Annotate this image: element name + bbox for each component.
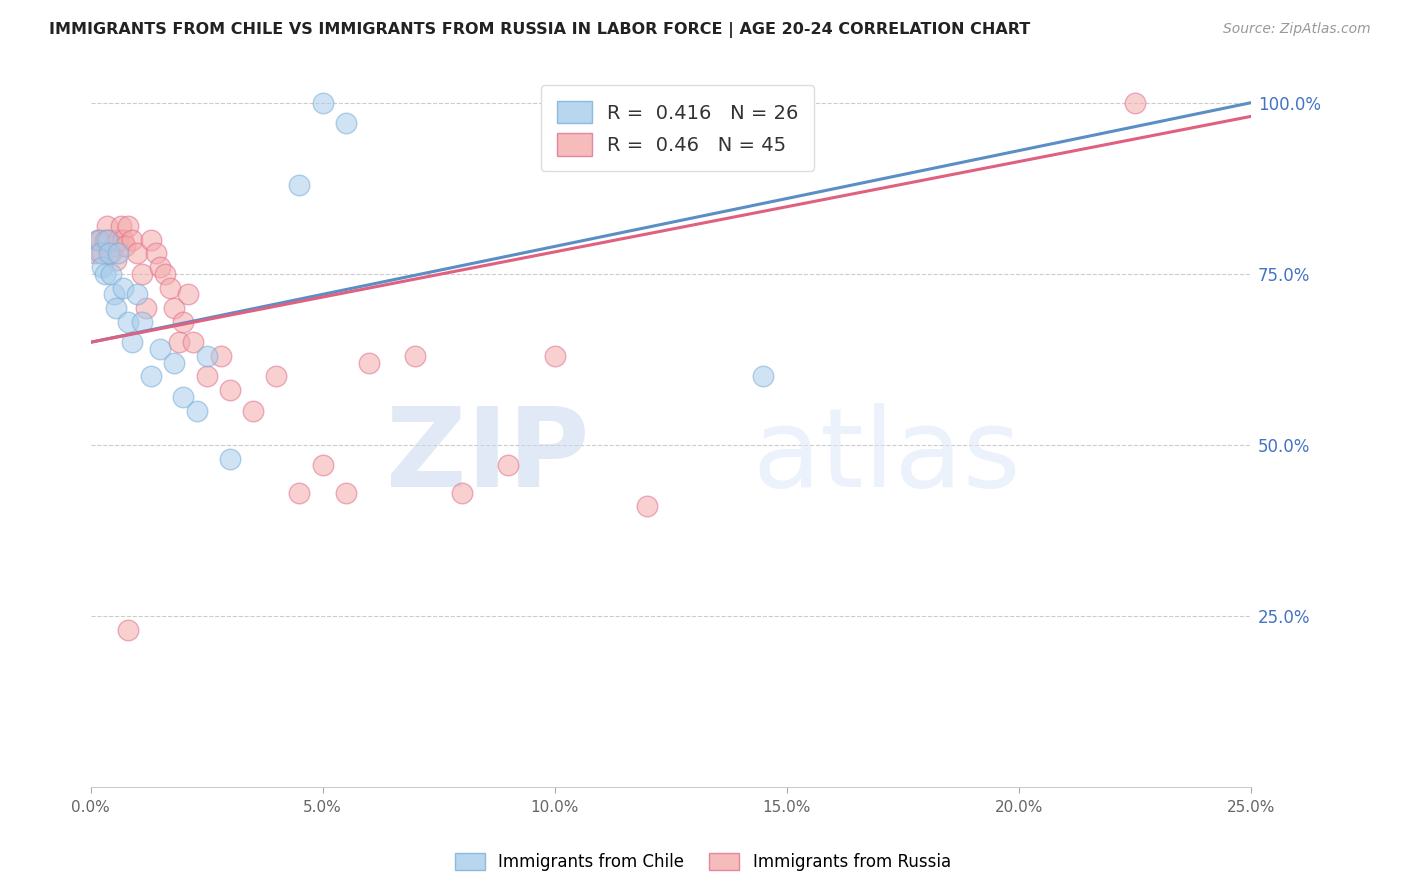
Point	[135, 301, 157, 315]
Point	[91, 260, 114, 274]
Point	[110, 219, 132, 233]
Point	[93, 233, 115, 247]
Point	[311, 458, 333, 473]
Point	[404, 349, 426, 363]
Point	[195, 349, 218, 363]
Point	[121, 233, 143, 247]
Point	[89, 246, 111, 260]
Point	[139, 233, 162, 247]
Legend: Immigrants from Chile, Immigrants from Russia: Immigrants from Chile, Immigrants from R…	[447, 845, 959, 880]
Point	[177, 287, 200, 301]
Point	[114, 239, 136, 253]
Point	[117, 623, 139, 637]
Point	[89, 233, 111, 247]
Point	[218, 451, 240, 466]
Point	[1123, 95, 1146, 110]
Point	[172, 315, 194, 329]
Point	[131, 315, 153, 329]
Point	[149, 342, 172, 356]
Point	[186, 403, 208, 417]
Point	[181, 335, 204, 350]
Point	[112, 280, 135, 294]
Point	[167, 335, 190, 350]
Point	[288, 485, 311, 500]
Point	[93, 267, 115, 281]
Point	[86, 233, 108, 247]
Point	[163, 356, 186, 370]
Legend: R =  0.416   N = 26, R =  0.46   N = 45: R = 0.416 N = 26, R = 0.46 N = 45	[541, 86, 814, 171]
Point	[195, 369, 218, 384]
Point	[159, 280, 181, 294]
Text: atlas: atlas	[752, 403, 1021, 510]
Point	[105, 301, 128, 315]
Point	[98, 246, 121, 260]
Point	[98, 233, 121, 247]
Point	[103, 287, 125, 301]
Point	[172, 390, 194, 404]
Text: ZIP: ZIP	[387, 403, 589, 510]
Point	[117, 315, 139, 329]
Point	[125, 246, 148, 260]
Point	[103, 239, 125, 253]
Point	[125, 287, 148, 301]
Point	[112, 233, 135, 247]
Point	[242, 403, 264, 417]
Point	[335, 116, 357, 130]
Point	[163, 301, 186, 315]
Point	[311, 95, 333, 110]
Point	[86, 233, 108, 247]
Point	[544, 349, 567, 363]
Point	[496, 458, 519, 473]
Point	[288, 178, 311, 192]
Point	[121, 335, 143, 350]
Point	[145, 246, 167, 260]
Point	[450, 485, 472, 500]
Text: Source: ZipAtlas.com: Source: ZipAtlas.com	[1223, 22, 1371, 37]
Point	[637, 500, 659, 514]
Point	[218, 383, 240, 397]
Point	[752, 369, 775, 384]
Point	[117, 219, 139, 233]
Point	[84, 246, 107, 260]
Point	[131, 267, 153, 281]
Point	[100, 246, 122, 260]
Text: IMMIGRANTS FROM CHILE VS IMMIGRANTS FROM RUSSIA IN LABOR FORCE | AGE 20-24 CORRE: IMMIGRANTS FROM CHILE VS IMMIGRANTS FROM…	[49, 22, 1031, 38]
Point	[264, 369, 287, 384]
Point	[96, 219, 118, 233]
Point	[107, 246, 129, 260]
Point	[100, 267, 122, 281]
Point	[153, 267, 176, 281]
Point	[107, 233, 129, 247]
Point	[357, 356, 380, 370]
Point	[91, 246, 114, 260]
Point	[139, 369, 162, 384]
Point	[96, 233, 118, 247]
Point	[105, 253, 128, 268]
Point	[209, 349, 232, 363]
Point	[149, 260, 172, 274]
Point	[335, 485, 357, 500]
